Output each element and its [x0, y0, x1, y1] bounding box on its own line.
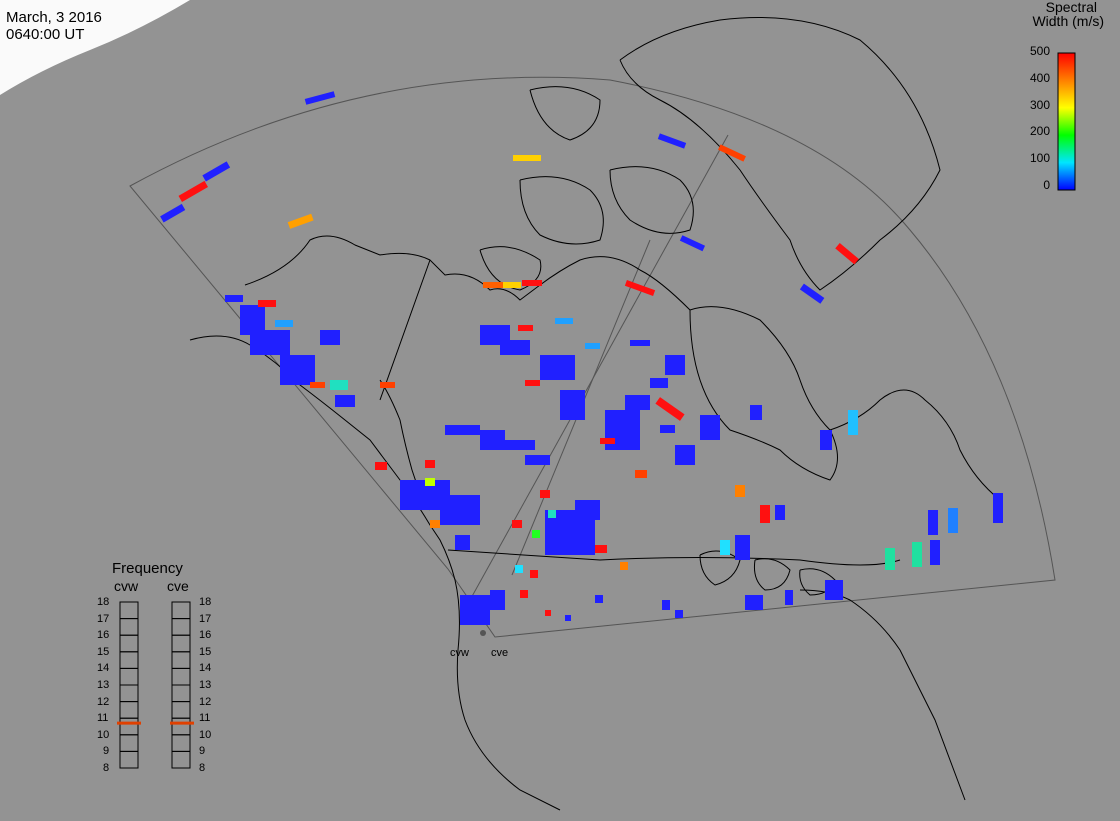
colorbar-tick-label: 400: [1029, 70, 1050, 85]
frequency-scale-cell: [119, 651, 139, 669]
frequency-scale-number: 12: [97, 695, 110, 708]
frequency-scale-number: 8: [103, 762, 110, 774]
frequency-scale-number: 15: [97, 645, 110, 658]
frequency-scale-cell: [119, 701, 139, 719]
frequency-title: Frequency: [112, 560, 183, 577]
colorbar-gradient: [1057, 52, 1076, 191]
frequency-scale-number: 9: [103, 745, 110, 758]
frequency-scale-cell: [171, 734, 191, 752]
frequency-scale-cell: [119, 734, 139, 752]
frequency-scale-number: 15: [199, 645, 212, 658]
frequency-scale-cell: [119, 601, 139, 620]
fov-beam-line: [469, 134, 729, 601]
frequency-scale-number: 17: [97, 612, 110, 625]
frequency-scale-cell: [119, 684, 139, 703]
frequency-scale-cell: [171, 717, 191, 736]
time-label: 0640:00 UT: [6, 26, 85, 43]
frequency-scale-number: 13: [199, 679, 212, 691]
frequency-scale-number: 8: [199, 762, 206, 774]
colorbar-title-line1: Spectral: [1045, 0, 1097, 15]
frequency-panel-scale: [119, 601, 191, 769]
frequency-scale-number: 13: [97, 679, 110, 691]
frequency-scale-number: 17: [199, 612, 212, 625]
frequency-scale-number: 16: [199, 629, 212, 642]
frequency-scale-cell: [171, 667, 191, 686]
frequency-scale-cell: [171, 634, 191, 653]
colorbar-title-line2: Width (m/s): [1032, 13, 1104, 29]
colorbar-tick-label: 500: [1029, 44, 1050, 58]
frequency-scale-number: 11: [199, 712, 211, 725]
frequency-scale-number: 10: [97, 728, 110, 741]
frequency-scale-cell: [119, 634, 139, 653]
frequency-scale-number: 18: [97, 596, 110, 608]
frequency-scale-number: 11: [97, 712, 109, 725]
frequency-scale-cell: [171, 684, 191, 703]
frequency-scale-number: 14: [97, 662, 110, 675]
frequency-right-label: cve: [167, 578, 189, 594]
backscatter-cells: [160, 91, 1003, 625]
frequency-scale-number: 10: [199, 728, 212, 741]
frequency-scale-number: 16: [97, 629, 110, 642]
fov-outline: [129, 76, 1056, 638]
date-label: March, 3 2016: [6, 9, 102, 26]
coastlines: [189, 17, 1001, 811]
colorbar-tick-label: 100: [1029, 151, 1050, 166]
radar-label-cvw: cvw: [450, 647, 469, 659]
colorbar-tick-label: 0: [1043, 178, 1050, 192]
colorbar-tick-label: 300: [1029, 97, 1050, 112]
radar-site-dot: [480, 630, 486, 636]
daylight-region: [0, 0, 190, 95]
frequency-scale-number: 9: [199, 745, 206, 758]
frequency-scale-cell: [171, 618, 191, 636]
frequency-scale-cell: [171, 701, 191, 719]
frequency-scale-number: 14: [199, 662, 212, 675]
colorbar-tick-label: 200: [1029, 124, 1050, 139]
frequency-left-label: cvw: [114, 578, 139, 594]
frequency-scale-cell: [171, 750, 191, 769]
frequency-scale-number: 18: [199, 596, 212, 608]
frequency-scale-cell: [171, 651, 191, 669]
frequency-scale-cell: [119, 618, 139, 636]
frequency-scale-cell: [171, 601, 191, 620]
frequency-scale-cell: [119, 667, 139, 686]
frequency-scale-cell: [119, 717, 139, 736]
frequency-scale-number: 12: [199, 695, 212, 708]
radar-label-cve: cve: [491, 647, 509, 659]
frequency-scale-cell: [119, 750, 139, 769]
